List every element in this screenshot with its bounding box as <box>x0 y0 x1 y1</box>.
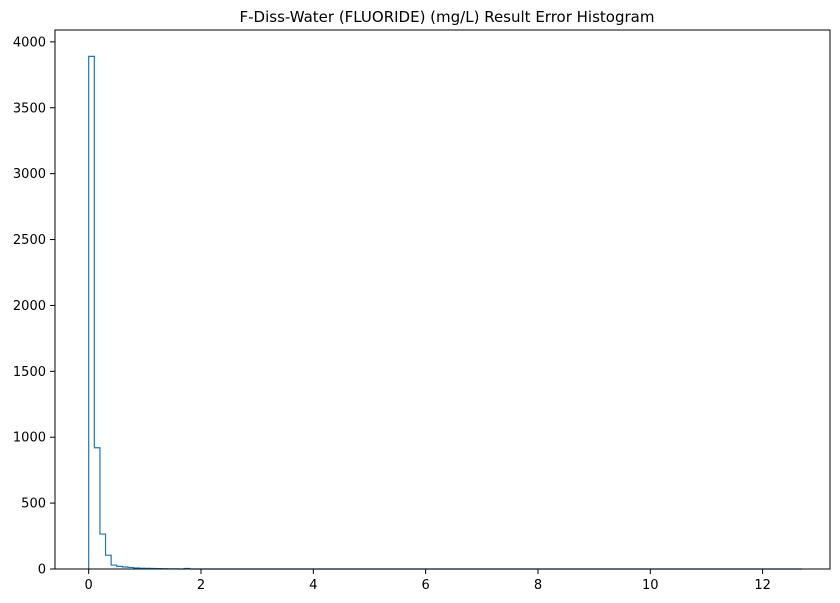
y-tick-label: 3500 <box>13 101 46 116</box>
x-tick-label: 0 <box>85 578 93 593</box>
y-tick-label: 500 <box>21 497 46 512</box>
histogram-series <box>88 55 802 570</box>
x-tick-label: 4 <box>309 578 317 593</box>
x-tick-label: 10 <box>642 578 659 593</box>
plot-frame <box>54 29 831 570</box>
y-tick-label: 3000 <box>13 167 46 182</box>
x-tick-label: 12 <box>754 578 771 593</box>
y-axis: 0 500 1000 1500 2000 2500 3000 3500 4000 <box>13 35 55 578</box>
chart-title: F-Diss-Water (FLUORIDE) (mg/L) Result Er… <box>240 8 655 26</box>
y-tick-label: 4000 <box>13 35 46 50</box>
x-tick-label: 2 <box>197 578 205 593</box>
y-tick-label: 0 <box>38 563 46 578</box>
y-tick-label: 1500 <box>13 365 46 380</box>
y-tick-label: 2000 <box>13 299 46 314</box>
y-tick-label: 1000 <box>13 431 46 446</box>
x-tick-label: 6 <box>422 578 430 593</box>
x-axis: 0 2 4 6 8 10 12 <box>85 569 771 593</box>
x-tick-label: 8 <box>534 578 542 593</box>
plot-area <box>54 29 831 570</box>
y-tick-label: 2500 <box>13 233 46 248</box>
